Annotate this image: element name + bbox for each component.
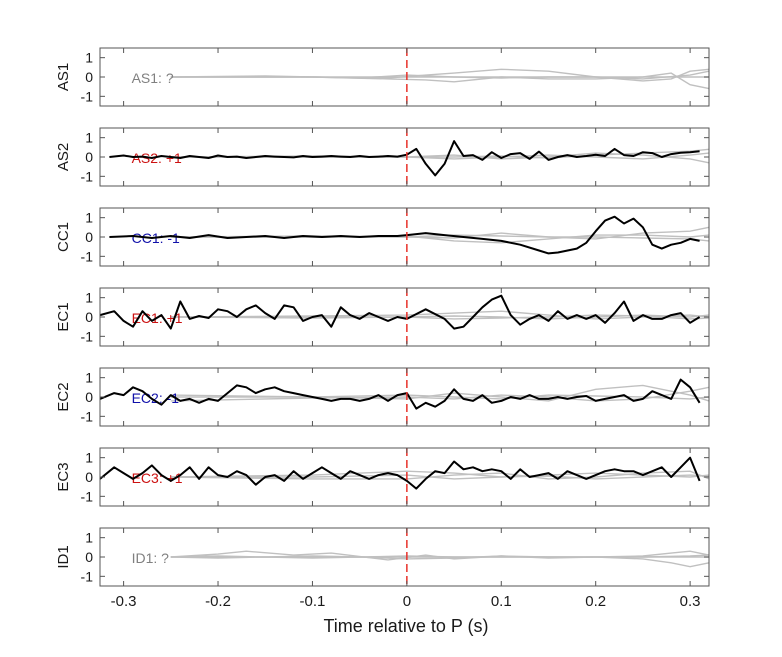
primary-trace	[99, 378, 701, 410]
y-tick-label: -1	[81, 488, 94, 504]
y-tick-label: 1	[85, 450, 93, 466]
panel-annotation: EC3: +1	[132, 470, 183, 486]
y-tick-label: 0	[85, 469, 93, 485]
x-tick-label: -0.2	[205, 593, 231, 610]
panel-annotation: EC2: -1	[132, 390, 180, 406]
panel-id1: ID1: ? 1 0 -1 ID1	[55, 527, 710, 587]
panel-ec2: EC2: -1 1 0 -1 EC2	[55, 367, 710, 427]
x-tick-label: -0.3	[111, 593, 137, 610]
x-axis-label: Time relative to P (s)	[323, 616, 488, 636]
panel-annotation: ID1: ?	[132, 550, 170, 566]
y-tick-label: 1	[85, 130, 93, 146]
background-trace	[170, 68, 710, 82]
y-axis-label: EC1	[55, 302, 72, 331]
x-tick-label: 0.3	[680, 593, 701, 610]
y-tick-label: 1	[85, 530, 93, 546]
x-tick-label: 0.1	[491, 593, 512, 610]
y-tick-label: 0	[85, 229, 93, 245]
y-tick-label: 0	[85, 549, 93, 565]
y-tick-label: 1	[85, 290, 93, 306]
y-axis-label: AS1	[55, 63, 72, 91]
x-axis: -0.3 -0.2 -0.1 0 0.1 0.2 0.3	[111, 593, 701, 610]
x-tick-label: 0	[403, 593, 411, 610]
y-axis-label: AS2	[55, 143, 72, 171]
y-tick-label: 0	[85, 309, 93, 325]
y-tick-label: -1	[81, 248, 94, 264]
y-tick-label: 0	[85, 149, 93, 165]
y-axis-label: ID1	[55, 545, 72, 568]
background-trace	[170, 554, 710, 558]
panel-annotation: AS2: +1	[132, 150, 182, 166]
background-trace	[170, 70, 710, 80]
y-tick-label: -1	[81, 568, 94, 584]
y-tick-label: -1	[81, 88, 94, 104]
primary-trace	[99, 456, 701, 490]
primary-trace	[109, 215, 700, 255]
y-tick-label: 1	[85, 50, 93, 66]
panel-ec3: EC3: +1 1 0 -1 EC3	[55, 447, 710, 507]
x-tick-label: -0.1	[300, 593, 326, 610]
x-tick-label: 0.2	[585, 593, 606, 610]
y-tick-label: -1	[81, 168, 94, 184]
y-axis-label: EC3	[55, 462, 72, 491]
y-tick-label: 1	[85, 210, 93, 226]
panel-as1: AS1: ? 1 0 -1 AS1	[55, 47, 710, 107]
y-axis-label: EC2	[55, 382, 72, 411]
y-axis-label: CC1	[55, 222, 72, 252]
y-tick-label: 0	[85, 69, 93, 85]
primary-trace	[99, 294, 701, 330]
background-trace	[170, 72, 710, 90]
y-tick-label: 0	[85, 389, 93, 405]
background-trace	[170, 550, 710, 561]
y-tick-label: -1	[81, 408, 94, 424]
panel-as2: AS2: +1 1 0 -1 AS2	[55, 127, 710, 187]
panel-annotation: AS1: ?	[132, 70, 174, 86]
y-tick-label: -1	[81, 328, 94, 344]
y-tick-label: 1	[85, 370, 93, 386]
